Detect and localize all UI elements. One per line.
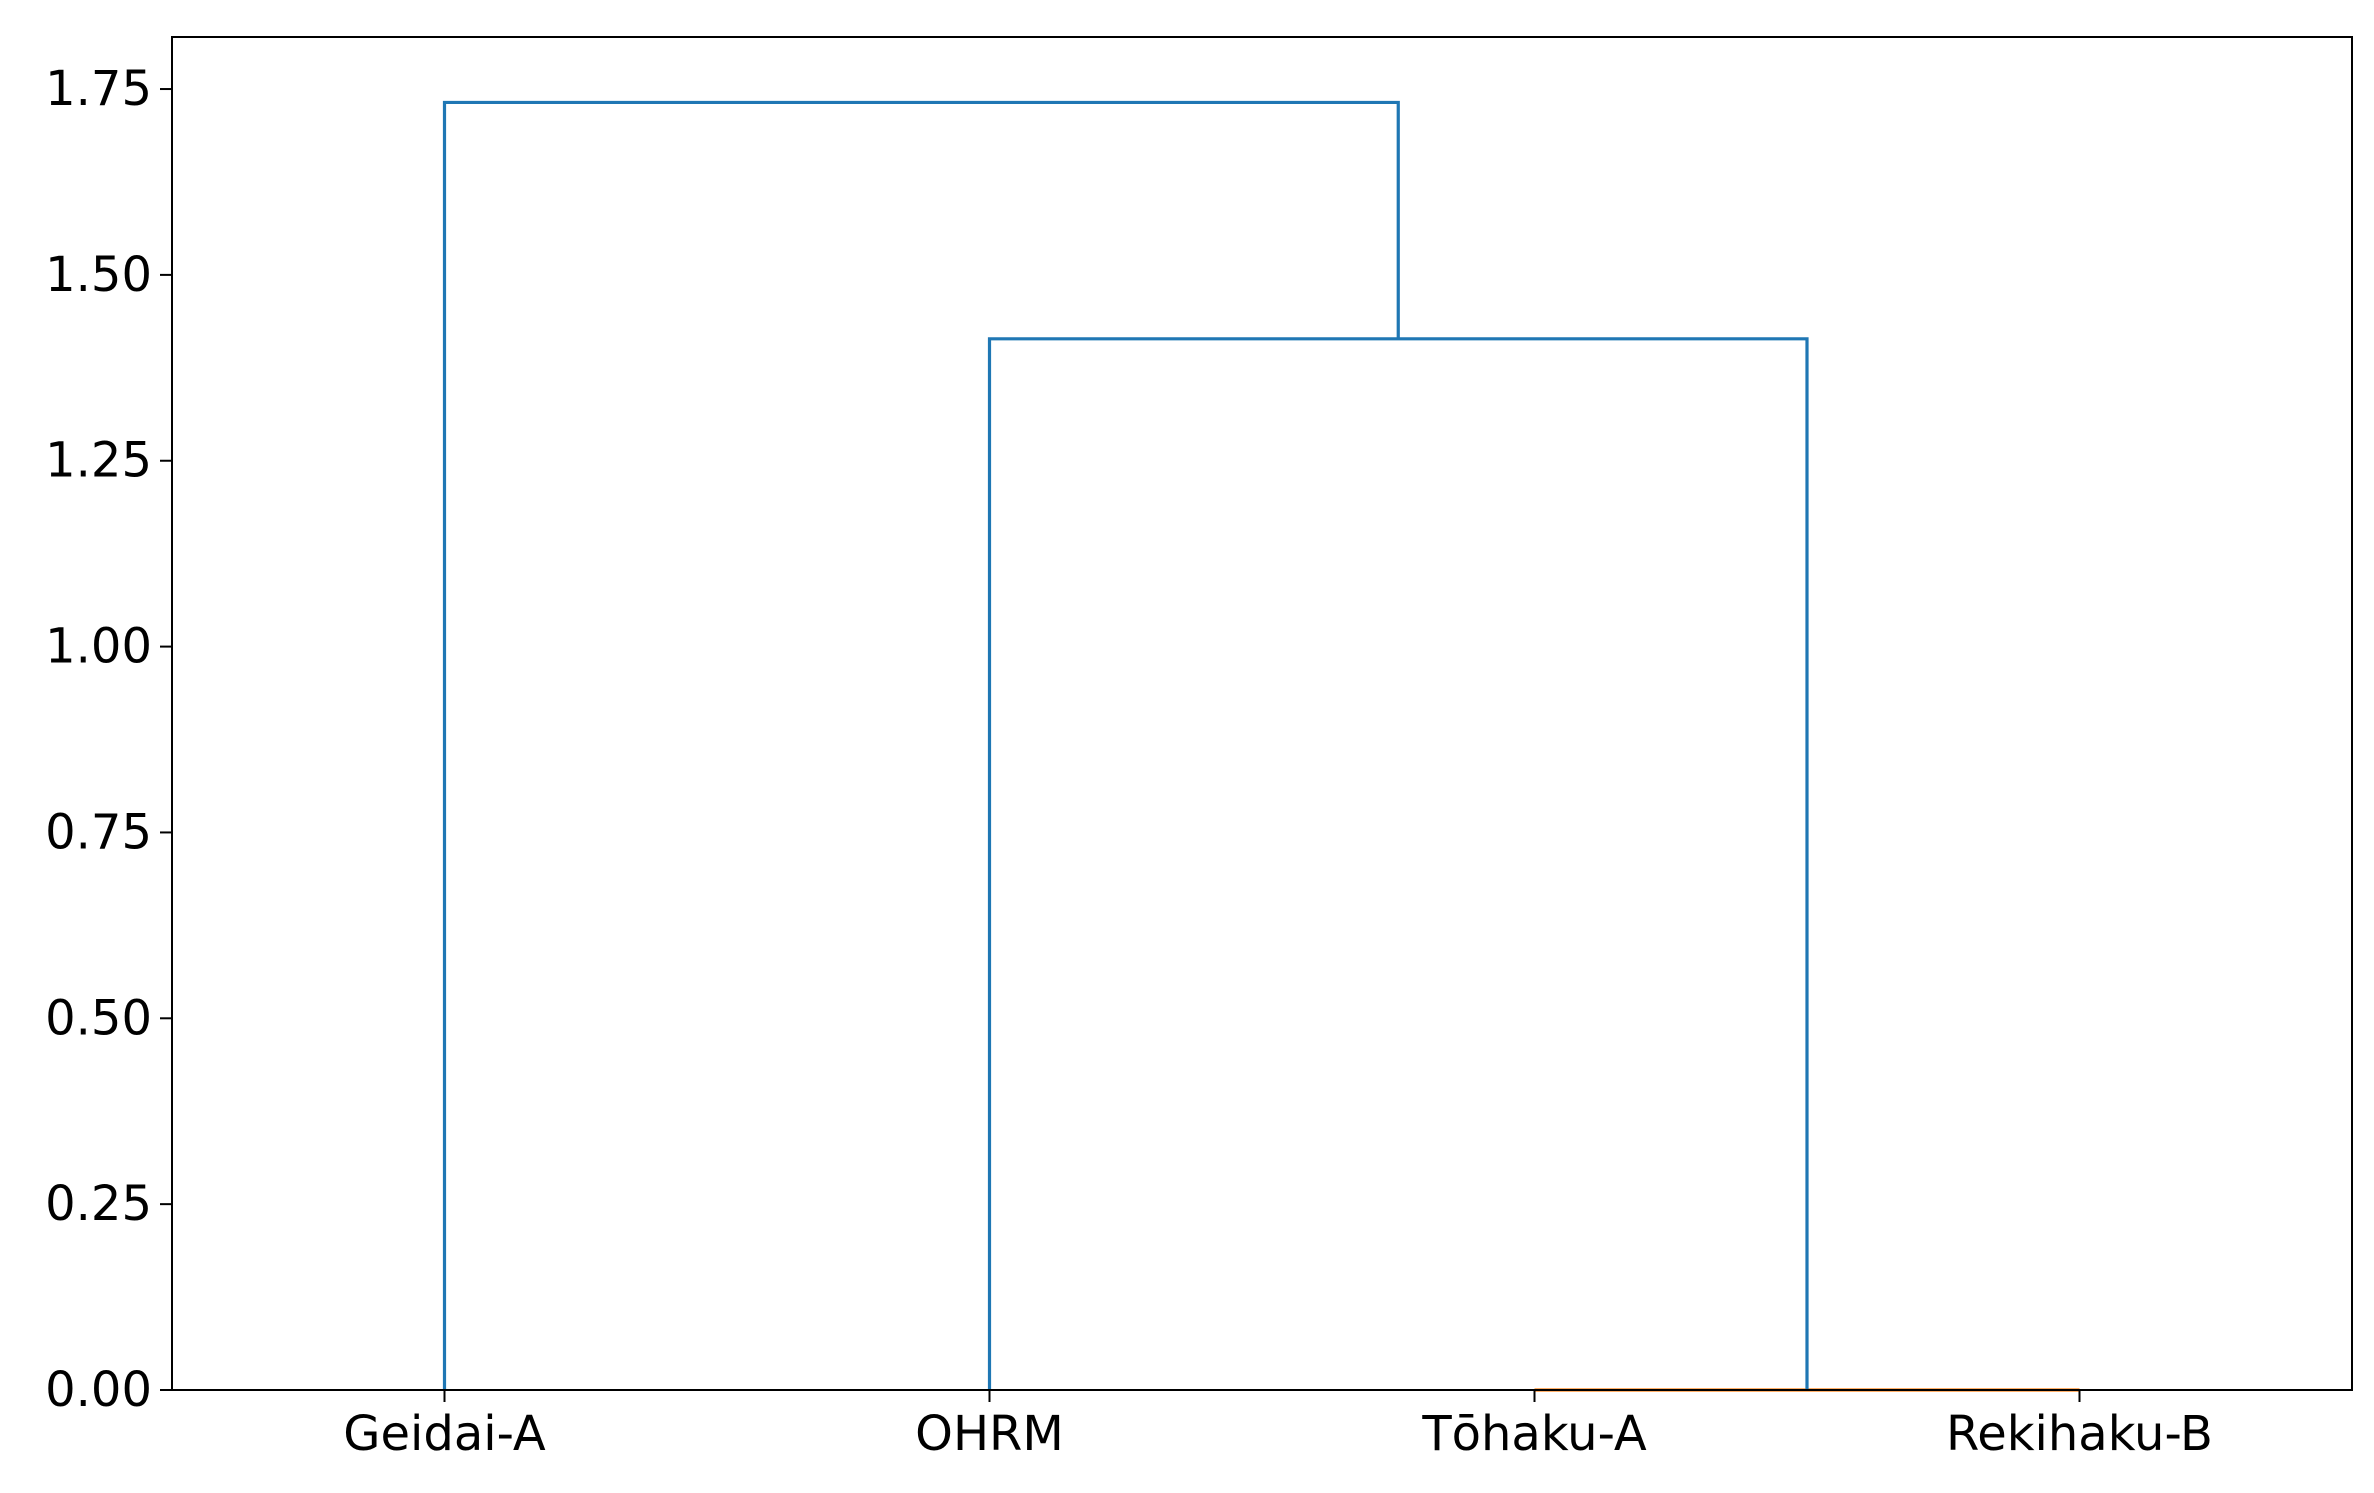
leaf-label: OHRM xyxy=(915,1406,1064,1462)
y-tick-label: 1.00 xyxy=(45,619,152,675)
leaf-label: Tōhaku-A xyxy=(1421,1406,1647,1462)
y-tick-label: 0.25 xyxy=(45,1176,152,1232)
links-layer xyxy=(442,100,2080,1392)
y-tick-label: 0.50 xyxy=(45,990,152,1046)
plot-frame xyxy=(171,36,2353,1391)
leaf-label: Rekihaku-B xyxy=(1946,1406,2213,1462)
x-axis: Geidai-A OHRM Tōhaku-A Rekihaku-B xyxy=(343,1390,2213,1462)
y-tick-label: 1.50 xyxy=(45,247,152,303)
leaf-label: Geidai-A xyxy=(343,1406,546,1462)
y-axis: 0.00 0.25 0.50 0.75 1.00 1.25 1.50 1.75 xyxy=(45,61,172,1418)
y-tick-label: 0.75 xyxy=(45,804,152,860)
y-tick-label: 1.75 xyxy=(45,61,152,117)
y-tick-label: 1.25 xyxy=(45,433,152,489)
dendrogram-link xyxy=(987,337,1809,1390)
dendrogram-link xyxy=(442,100,1400,1390)
y-tick-label: 0.00 xyxy=(45,1362,152,1418)
